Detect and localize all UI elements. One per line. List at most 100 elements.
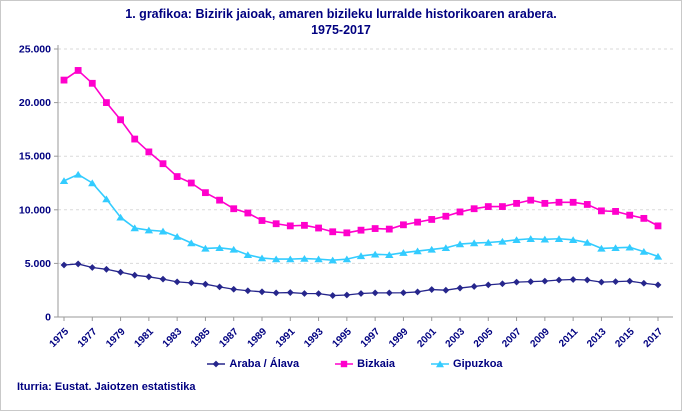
data-point-marker [428, 286, 436, 293]
data-point-marker [88, 179, 97, 187]
data-point-marker [187, 239, 196, 247]
data-point-marker [583, 238, 592, 246]
data-point-marker [244, 287, 252, 295]
data-point-marker [272, 220, 280, 228]
data-point-marker [130, 224, 139, 232]
x-axis-tick-label: 2007 [500, 326, 524, 350]
data-point-marker [272, 289, 280, 297]
data-point-marker [555, 276, 563, 284]
data-point-marker [428, 216, 436, 223]
data-point-marker [103, 265, 110, 273]
x-axis-tick-label: 2011 [557, 326, 580, 349]
data-point-marker [301, 290, 308, 297]
data-point-marker [569, 198, 577, 206]
y-axis-tick-label: 10.000 [19, 204, 51, 216]
data-point-marker [74, 260, 82, 268]
data-point-marker [400, 221, 407, 229]
x-axis-tick-label: 2003 [444, 326, 468, 350]
data-point-marker [159, 275, 167, 283]
source-note: Iturria: Eustat. Jaiotzen estatistika [17, 381, 196, 393]
x-axis-tick-label: 2001 [415, 326, 439, 350]
chart-title: 1. grafikoa: Bizirik jaioak, amaren bizi… [125, 7, 557, 21]
data-point-marker [343, 291, 351, 299]
data-point-marker [498, 237, 507, 245]
data-point-marker [371, 225, 379, 232]
data-point-marker [654, 222, 662, 230]
data-point-marker [456, 208, 464, 216]
data-point-marker [385, 225, 393, 233]
data-point-marker [158, 227, 168, 235]
data-point-marker [526, 235, 535, 242]
data-point-marker [173, 173, 181, 180]
x-axis-tick-label: 2013 [585, 326, 609, 350]
data-point-marker [117, 268, 124, 276]
data-point-marker [202, 280, 209, 288]
data-point-marker [60, 76, 68, 84]
x-axis-tick-label: 1977 [76, 326, 100, 350]
data-point-marker [342, 255, 352, 263]
chart-subtitle: 1975-2017 [311, 22, 371, 37]
data-point-marker [653, 252, 663, 260]
data-point-marker [414, 218, 421, 226]
data-point-marker [216, 283, 223, 291]
data-point-marker [399, 249, 408, 256]
data-point-marker [385, 289, 393, 297]
data-point-marker [611, 244, 620, 252]
x-axis-tick-label: 1991 [274, 326, 298, 350]
legend: Araba / Álava Bizkaia Gipuzkoa [15, 358, 681, 370]
legend-item-gipuzkoa: Gipuzkoa [431, 358, 503, 370]
data-point-marker [583, 276, 591, 284]
data-point-marker [131, 271, 139, 279]
data-point-marker [74, 67, 82, 74]
data-point-marker [371, 289, 379, 297]
data-point-marker [229, 245, 238, 253]
data-point-marker [413, 247, 422, 255]
data-point-marker [512, 236, 521, 244]
data-point-marker [612, 208, 619, 215]
data-point-marker [116, 213, 125, 221]
data-point-marker [187, 279, 195, 287]
data-point-marker [385, 251, 394, 259]
legend-item-araba-alava: Araba / Álava [207, 358, 299, 370]
data-point-marker [131, 135, 139, 143]
data-point-marker [456, 284, 464, 292]
data-point-marker [243, 251, 253, 259]
data-point-marker [499, 280, 506, 288]
data-point-marker [357, 226, 365, 234]
data-point-marker [427, 245, 436, 253]
data-point-marker [625, 243, 634, 251]
x-axis-tick-label: 1999 [387, 326, 411, 350]
data-point-marker [527, 278, 535, 286]
data-point-marker [202, 189, 209, 197]
data-point-marker [513, 278, 520, 286]
y-axis-tick-label: 20.000 [19, 97, 51, 109]
data-point-marker [484, 281, 492, 289]
x-axis-tick-label: 1983 [161, 326, 185, 350]
data-point-marker [484, 203, 492, 210]
y-axis-tick-label: 25.000 [19, 44, 51, 56]
data-point-marker [328, 256, 337, 264]
data-point-marker [144, 226, 154, 234]
x-axis-tick-label: 1995 [330, 326, 354, 350]
x-axis-tick-label: 1981 [132, 326, 156, 350]
data-point-marker [597, 244, 606, 252]
data-point-marker [357, 290, 365, 297]
data-point-marker [612, 278, 619, 286]
y-axis-tick-label: 0 [45, 312, 51, 324]
data-point-marker [329, 292, 337, 299]
data-point-marker [88, 264, 96, 271]
data-point-marker [626, 211, 634, 219]
data-point-marker [286, 222, 294, 230]
x-axis-tick-label: 2009 [528, 326, 552, 350]
data-point-marker [414, 288, 421, 296]
x-axis-tick-label: 1975 [48, 326, 72, 350]
x-axis-tick-label: 1979 [104, 326, 128, 350]
data-point-marker [569, 276, 577, 283]
data-point-marker [73, 170, 83, 178]
x-axis-tick-label: 2017 [642, 326, 666, 350]
square-marker-icon [335, 360, 354, 368]
data-point-marker [187, 179, 195, 187]
legend-item-bizkaia: Bizkaia [335, 358, 395, 370]
x-axis-tick-label: 1997 [359, 326, 383, 350]
